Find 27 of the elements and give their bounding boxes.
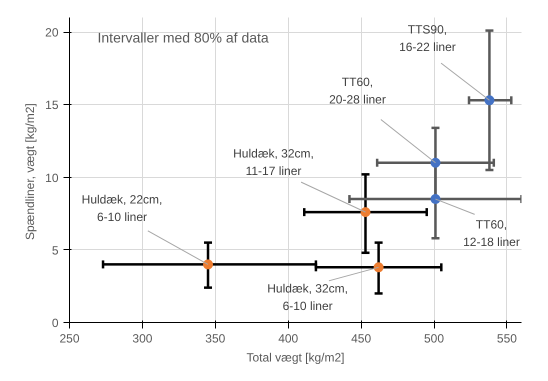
x-tick-label: 350 xyxy=(205,332,226,346)
y-tick-label: 20 xyxy=(45,26,59,40)
point xyxy=(430,194,440,204)
annotation: TTS90, 16-22 liner xyxy=(399,22,456,54)
point xyxy=(484,95,494,106)
point xyxy=(203,259,214,270)
y-tick-label: 5 xyxy=(52,243,59,258)
annotation: TT60, 20-28 liner xyxy=(329,74,386,106)
point xyxy=(374,262,384,272)
text: Intervaller med 80% af data xyxy=(98,30,269,46)
point xyxy=(430,158,440,168)
x-axis-title: Total vægt [kg/m2] xyxy=(246,350,345,364)
x-tick-label: 300 xyxy=(132,332,153,346)
x-tick-label: 500 xyxy=(424,332,444,346)
annotation: Huldæk, 22cm, 6-10 liner xyxy=(82,192,162,224)
y-tick-label: 0 xyxy=(52,316,59,330)
annotation: TT60, 12-18 liner xyxy=(463,217,520,249)
y-tick-label: 10 xyxy=(45,170,59,185)
x-tick-label: 550 xyxy=(496,332,518,346)
y-axis-title: Spændliner, vægt [kg/m2] xyxy=(23,103,38,240)
point xyxy=(360,207,370,218)
annotation: Huldæk, 32cm, 6-10 liner xyxy=(267,282,348,314)
y-tick-label: 15 xyxy=(45,98,59,112)
annotation: Huldæk, 32cm, 11-17 liner xyxy=(233,146,314,178)
x-tick-label: 400 xyxy=(278,332,299,346)
x-tick-label: 450 xyxy=(351,332,372,346)
x-tick-label: 250 xyxy=(59,332,80,346)
